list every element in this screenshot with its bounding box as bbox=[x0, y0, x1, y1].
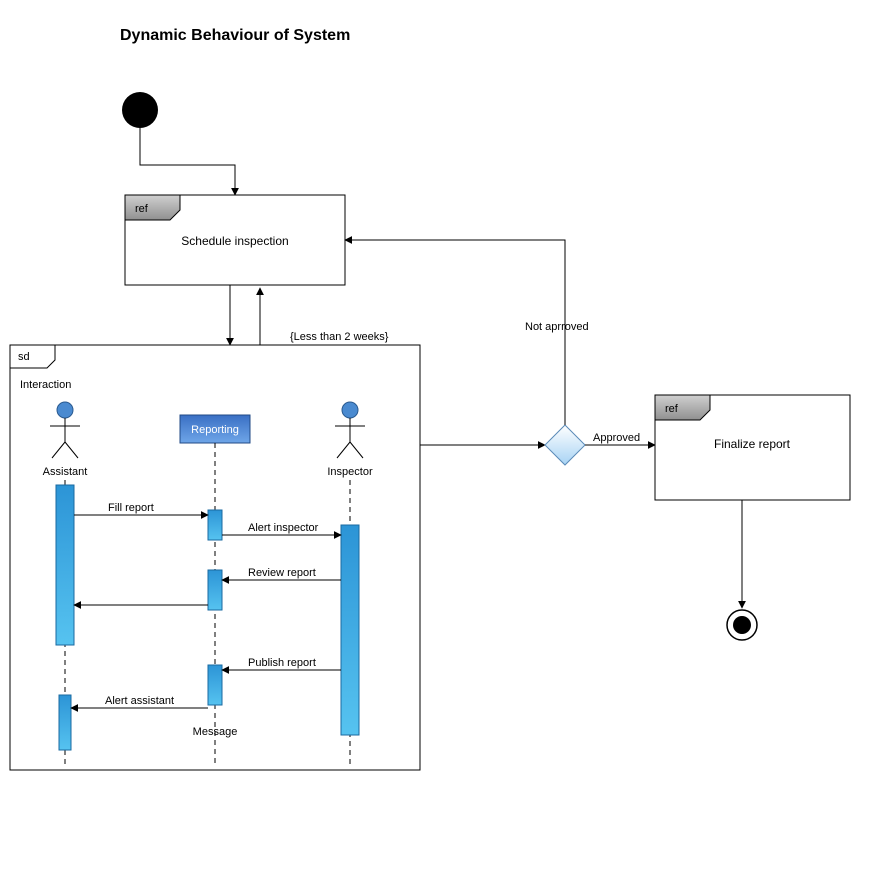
edge-initial-to-schedule bbox=[140, 128, 235, 195]
finalize-label: Finalize report bbox=[714, 437, 791, 451]
edge-approved-label: Approved bbox=[593, 432, 640, 444]
final-node bbox=[727, 610, 757, 640]
activation-inspector-1 bbox=[341, 525, 359, 735]
activation-assistant-2 bbox=[59, 695, 71, 750]
msg-review-report-label: Review report bbox=[248, 567, 316, 579]
schedule-tab-label: ref bbox=[135, 203, 149, 215]
actor-inspector-label: Inspector bbox=[327, 466, 373, 478]
interaction-tab-label: sd bbox=[18, 351, 30, 363]
diagram-title: Dynamic Behaviour of System bbox=[120, 27, 350, 44]
finalize-tab-label: ref bbox=[665, 403, 679, 415]
interaction-frame: sd Interaction Assistant Reporting Inspe… bbox=[10, 345, 420, 770]
msg-alert-inspector-label: Alert inspector bbox=[248, 522, 319, 534]
object-reporting-label: Reporting bbox=[191, 424, 239, 436]
activation-reporting-1 bbox=[208, 510, 222, 540]
msg-publish-report-label: Publish report bbox=[248, 657, 316, 669]
msg-alert-assistant-label: Alert assistant bbox=[105, 695, 174, 707]
decision-node bbox=[545, 425, 585, 465]
edge-not-approved-label: Not aprroved bbox=[525, 321, 589, 333]
activation-reporting-2 bbox=[208, 570, 222, 610]
finalize-frame: ref Finalize report bbox=[655, 395, 850, 500]
msg-fill-report-label: Fill report bbox=[108, 502, 154, 514]
schedule-label: Schedule inspection bbox=[181, 234, 288, 248]
activation-assistant-1 bbox=[56, 485, 74, 645]
activation-reporting-3 bbox=[208, 665, 222, 705]
initial-node bbox=[122, 92, 158, 128]
schedule-frame: ref Schedule inspection bbox=[125, 195, 345, 285]
constraint-label: {Less than 2 weeks} bbox=[290, 331, 389, 343]
actor-assistant-label: Assistant bbox=[43, 466, 88, 478]
diagram-canvas: Dynamic Behaviour of System ref Schedule… bbox=[0, 0, 872, 869]
interaction-subtitle: Interaction bbox=[20, 379, 71, 391]
interaction-bottom-label: Message bbox=[193, 726, 238, 738]
